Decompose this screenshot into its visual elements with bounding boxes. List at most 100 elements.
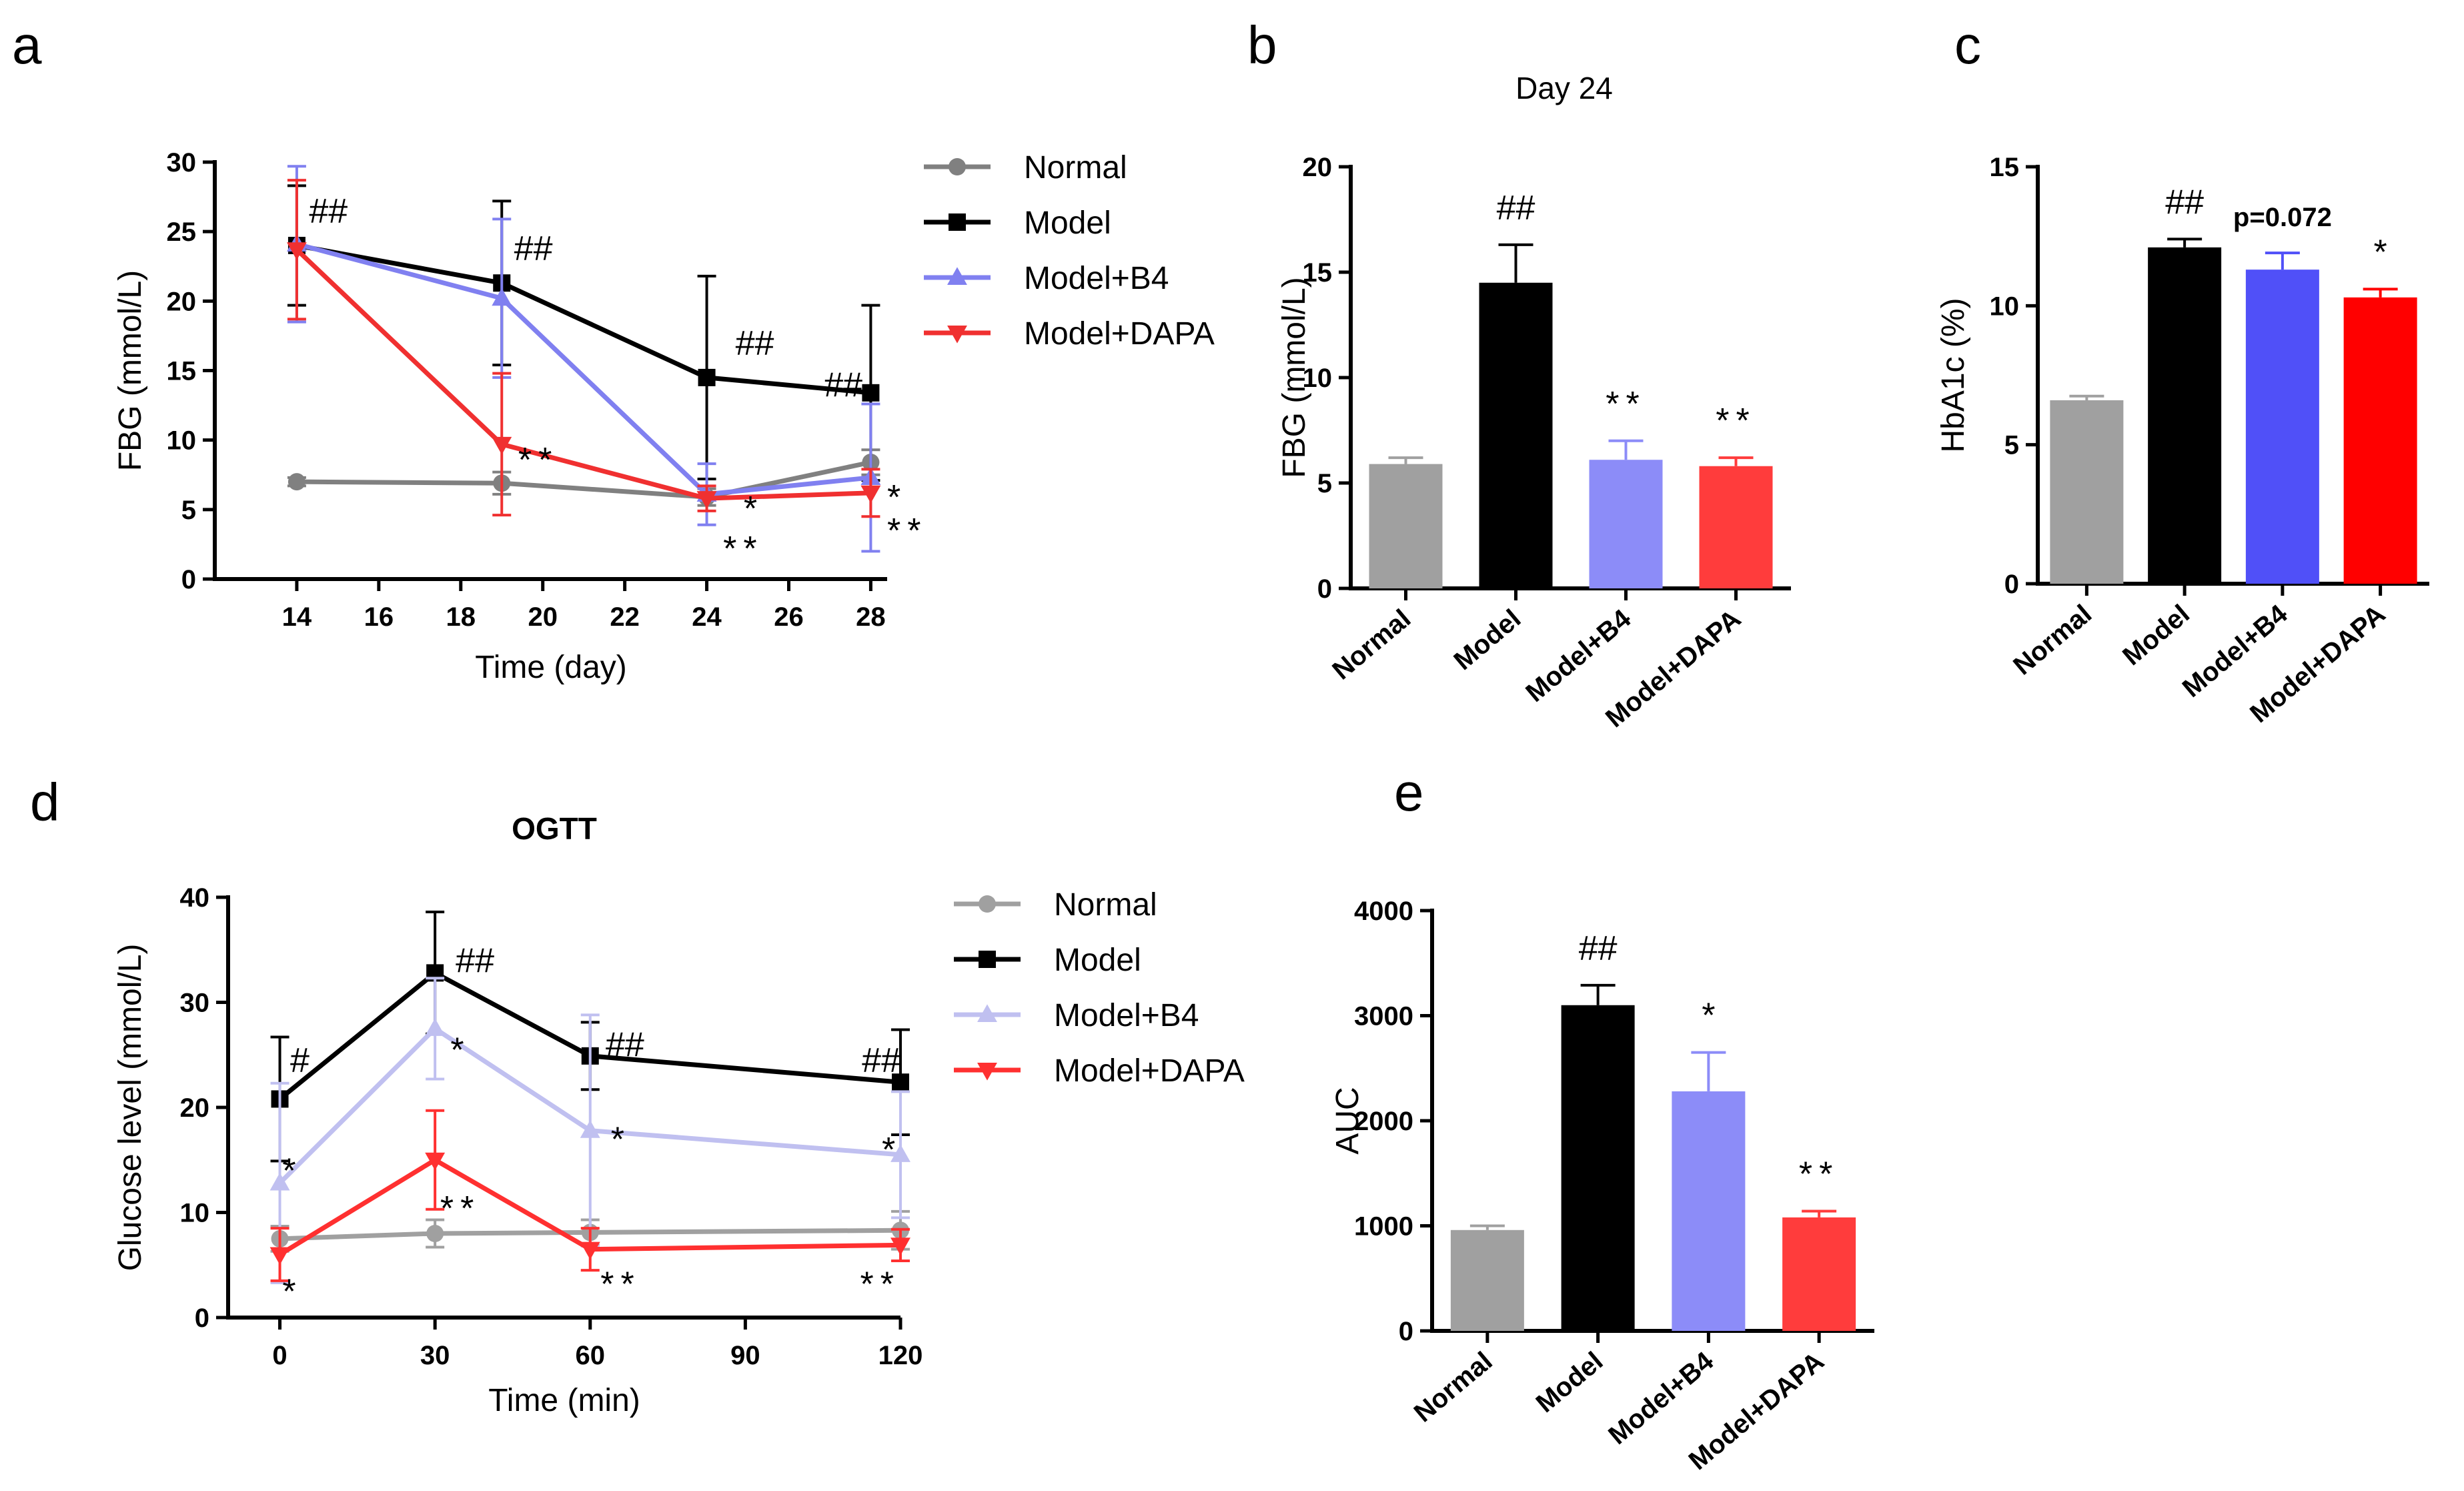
panel-b: b Day 24 0 5 10 15 20 FBG (mmol/L) Normal Model ##… — [1247, 15, 1791, 733]
legend-label: Model — [1024, 205, 1111, 241]
data-point — [269, 1247, 290, 1266]
significance-label: ** — [723, 530, 763, 568]
series-line — [279, 1227, 901, 1241]
data-point — [892, 1073, 909, 1091]
significance-label: * — [611, 1120, 624, 1159]
y-tick-label: 30 — [180, 989, 210, 1018]
panel-e: e 0 1000 2000 3000 4000 AUC Normal Model ## Model+… — [1330, 763, 1874, 1476]
y-tick-label: 0 — [1399, 1317, 1413, 1346]
panel-a: a 0 5 10 15 20 25 30 FBG (mmol/L) 14 16 18 20 22 24 26 2… — [12, 15, 1215, 685]
y-tick-label: 0 — [1317, 574, 1332, 604]
significance-label: ## — [2165, 183, 2204, 221]
series-line — [296, 243, 871, 396]
bar — [1479, 282, 1553, 588]
significance-label: ## — [736, 324, 774, 363]
significance-label: ** — [1799, 1155, 1839, 1193]
legend-marker — [947, 325, 967, 344]
significance-label: * — [282, 1273, 295, 1312]
bar — [1782, 1217, 1856, 1331]
y-tick-label: 15 — [167, 357, 197, 386]
y-tick-label: 10 — [1303, 364, 1333, 393]
significance-label: ## — [1497, 189, 1535, 227]
significance-label: # — [290, 1041, 310, 1080]
data-point — [696, 491, 717, 509]
y-axis-label: Glucose level (mmol/L) — [113, 944, 148, 1272]
data-point — [580, 1241, 600, 1260]
y-tick-label: 20 — [1303, 153, 1333, 182]
series-model-dapa — [269, 1109, 910, 1282]
bar — [1699, 466, 1773, 588]
x-tick-label: Normal — [2008, 599, 2097, 680]
y-tick-label: 15 — [1303, 258, 1333, 288]
x-tick-label: 14 — [282, 602, 312, 632]
y-tick-label: 15 — [1990, 153, 2020, 182]
y-tick-label: 1000 — [1354, 1212, 1413, 1241]
significance-label: * — [1702, 997, 1715, 1035]
legend-marker — [977, 1062, 997, 1081]
data-point — [862, 384, 880, 402]
panel-label: d — [30, 773, 60, 832]
series-model — [287, 184, 880, 482]
x-tick-label: 120 — [878, 1341, 923, 1370]
x-tick-label: 24 — [692, 602, 722, 632]
legend-marker — [979, 895, 996, 913]
y-tick-label: 40 — [180, 883, 210, 913]
x-tick-label: 18 — [446, 602, 476, 632]
data-point — [269, 1172, 290, 1191]
x-tick-label: 0 — [272, 1341, 287, 1370]
panel-label: b — [1247, 15, 1277, 75]
x-tick-label: 90 — [730, 1341, 760, 1370]
significance-label: ** — [440, 1189, 480, 1228]
y-tick-label: 30 — [167, 148, 197, 177]
data-point — [286, 242, 307, 260]
significance-label: ## — [606, 1026, 644, 1065]
chart-title: OGTT — [512, 811, 597, 846]
data-point — [426, 1225, 444, 1242]
legend-marker — [979, 951, 996, 968]
series-model-dapa — [286, 179, 881, 518]
x-tick-label: Model+B4 — [1603, 1346, 1719, 1450]
x-tick-label: 22 — [610, 602, 640, 632]
y-tick-label: 10 — [167, 426, 197, 456]
significance-label: * — [882, 1131, 895, 1169]
data-point — [860, 485, 881, 504]
legend-marker — [949, 158, 966, 175]
y-tick-label: 0 — [2004, 570, 2019, 599]
panel-label: a — [12, 15, 42, 75]
x-tick-label: Normal — [1327, 604, 1416, 685]
chart-title: Day 24 — [1515, 71, 1613, 105]
y-tick-label: 20 — [180, 1093, 210, 1123]
bar — [1589, 460, 1663, 588]
significance-label: ## — [514, 229, 553, 268]
y-tick-label: 4000 — [1354, 897, 1413, 926]
bar — [2343, 297, 2417, 584]
bar — [2245, 270, 2319, 584]
y-axis-label: FBG (mmol/L) — [1277, 277, 1312, 478]
series-line — [278, 1025, 901, 1185]
x-tick-label: 20 — [528, 602, 558, 632]
y-tick-label: 5 — [181, 496, 196, 525]
bar — [1369, 464, 1443, 588]
significance-label: ** — [600, 1266, 640, 1304]
series-line — [278, 970, 901, 1101]
series-line — [296, 460, 872, 500]
y-tick-label: 0 — [195, 1304, 209, 1333]
x-tick-label: 30 — [420, 1341, 450, 1370]
y-axis-label: AUC — [1330, 1087, 1365, 1154]
legend-label: Model+B4 — [1054, 998, 1199, 1033]
panel-label: c — [1954, 15, 1981, 75]
data-point — [698, 368, 716, 386]
y-tick-label: 10 — [180, 1199, 210, 1228]
bar — [1561, 1005, 1635, 1331]
significance-label: * — [2374, 233, 2387, 272]
panel-d: d OGTT 0 10 20 30 40 Glucose level (mmol/L) 0 30 6… — [30, 773, 1245, 1418]
bar — [2050, 400, 2124, 584]
legend-label: Model — [1054, 943, 1141, 978]
bar — [1672, 1091, 1746, 1331]
legend-marker — [977, 1004, 997, 1023]
significance-label: ## — [824, 366, 862, 404]
significance-label: ** — [1716, 402, 1756, 440]
y-tick-label: 10 — [1990, 292, 2020, 321]
bar — [2148, 247, 2222, 584]
